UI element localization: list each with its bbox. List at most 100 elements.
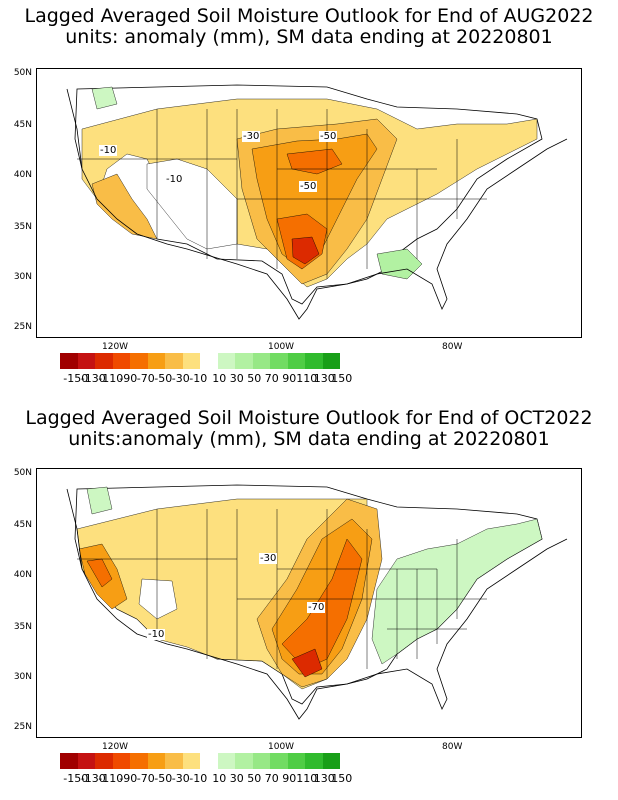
- panel-title-line1: Lagged Averaged Soil Moisture Outlook fo…: [25, 407, 593, 429]
- legend-labels: -150 -130 -110 -90 -70 -50 -30 -10 10 30 50 70 90 110…: [0, 372, 618, 386]
- legend-label: -30: [171, 772, 190, 785]
- legend-swatch: [287, 753, 305, 769]
- legend-label: 130: [313, 372, 335, 385]
- legend-swatch: [235, 353, 253, 369]
- lat-label-25n: 25N: [13, 322, 32, 332]
- contour-label: -10: [165, 174, 184, 185]
- lon-label-120w: 120W: [102, 342, 129, 352]
- legend-swatch: [200, 753, 218, 769]
- legend-swatch: [217, 353, 235, 369]
- legend-label: 110: [296, 372, 318, 385]
- legend-label: 150: [331, 372, 353, 385]
- legend-label: -90: [119, 772, 138, 785]
- legend-label: -10: [189, 772, 208, 785]
- lon-label-80w: 80W: [442, 742, 463, 752]
- legend-swatch: [217, 753, 235, 769]
- state-borders: [77, 509, 487, 679]
- legend-label: -110: [98, 372, 124, 385]
- legend-swatch: [235, 753, 253, 769]
- legend-swatch: [165, 753, 183, 769]
- legend-label: 110: [296, 772, 318, 785]
- contour-label: -30: [242, 131, 261, 142]
- legend-label: -30: [171, 372, 190, 385]
- lat-label-45n: 45N: [13, 120, 32, 130]
- soil-moisture-map-oct: -30 -70 -10: [36, 468, 582, 738]
- lon-label-120w: 120W: [102, 742, 129, 752]
- legend-swatch: [95, 753, 113, 769]
- lat-label-45n: 45N: [13, 520, 32, 530]
- lat-label-40n: 40N: [13, 170, 32, 180]
- lat-label-30n: 30N: [13, 672, 32, 682]
- legend-label: -130: [80, 372, 106, 385]
- legend-swatch: [182, 353, 200, 369]
- lat-label-40n: 40N: [13, 570, 32, 580]
- legend-swatch: [112, 353, 130, 369]
- map-svg: [66, 84, 568, 320]
- legend-colorbar: [60, 353, 340, 369]
- legend-swatch: [287, 353, 305, 369]
- legend-label: 50: [247, 772, 262, 785]
- legend-label: -150: [63, 372, 89, 385]
- panel-title-line1: Lagged Averaged Soil Moisture Outlook fo…: [24, 5, 594, 27]
- legend-swatch: [270, 753, 288, 769]
- lat-label-30n: 30N: [13, 272, 32, 282]
- legend-swatch: [182, 753, 200, 769]
- legend-swatch: [95, 353, 113, 369]
- legend-label: 30: [229, 372, 244, 385]
- contour-label: -70: [307, 602, 326, 613]
- legend-label: 70: [264, 372, 279, 385]
- contour-label: -10: [99, 145, 118, 156]
- lon-label-100w: 100W: [268, 342, 295, 352]
- legend-swatch: [77, 753, 95, 769]
- contour-label: -30: [259, 553, 278, 564]
- legend-swatch: [200, 353, 218, 369]
- legend-label: -10: [189, 372, 208, 385]
- lat-label-50n: 50N: [13, 468, 32, 478]
- legend-label: 90: [282, 772, 297, 785]
- legend-swatch: [322, 753, 340, 769]
- legend-swatch: [305, 353, 323, 369]
- legend-label: -50: [154, 772, 173, 785]
- anomaly-fill-minus90: [291, 648, 323, 678]
- legend-swatch: [130, 353, 148, 369]
- legend-swatch: [165, 353, 183, 369]
- legend-label: 130: [313, 772, 335, 785]
- coastline: [66, 88, 568, 320]
- coastline: [66, 488, 568, 720]
- legend-swatch: [252, 353, 270, 369]
- lat-label-35n: 35N: [13, 222, 32, 232]
- legend-swatch: [112, 753, 130, 769]
- legend-label: 50: [247, 372, 262, 385]
- legend-label: -130: [80, 772, 106, 785]
- anomaly-gap-west: [138, 578, 178, 620]
- legend-colorbar: [60, 753, 340, 769]
- legend-swatch: [270, 353, 288, 369]
- soil-moisture-map-aug: -10 -10 -30 -50 -50: [36, 68, 582, 338]
- legend-label: 30: [229, 772, 244, 785]
- legend-swatch: [60, 753, 78, 769]
- contour-label: -50: [299, 181, 318, 192]
- map-svg: [66, 484, 568, 720]
- legend-swatch: [305, 753, 323, 769]
- lon-label-100w: 100W: [268, 742, 295, 752]
- contour-label: -50: [319, 131, 338, 142]
- legend-label: 150: [331, 772, 353, 785]
- legend-label: -110: [98, 772, 124, 785]
- lat-label-35n: 35N: [13, 622, 32, 632]
- anomaly-fill-ca-core: [86, 558, 113, 588]
- legend-labels: -150 -130 -110 -90 -70 -50 -30 -10 10 30 50 70 90 110…: [0, 772, 618, 786]
- legend-swatch: [147, 353, 165, 369]
- legend-swatch: [130, 753, 148, 769]
- legend-label: 10: [212, 772, 227, 785]
- legend-swatch: [322, 353, 340, 369]
- lat-label-25n: 25N: [13, 722, 32, 732]
- lat-label-50n: 50N: [13, 68, 32, 78]
- legend-label: -150: [63, 772, 89, 785]
- legend-label: -90: [119, 372, 138, 385]
- anomaly-fill-green-nw: [86, 486, 113, 515]
- anomaly-fill-green-se: [376, 248, 423, 280]
- legend-swatch: [77, 353, 95, 369]
- state-borders: [77, 109, 487, 279]
- legend-label: -70: [136, 772, 155, 785]
- legend-label: 90: [282, 372, 297, 385]
